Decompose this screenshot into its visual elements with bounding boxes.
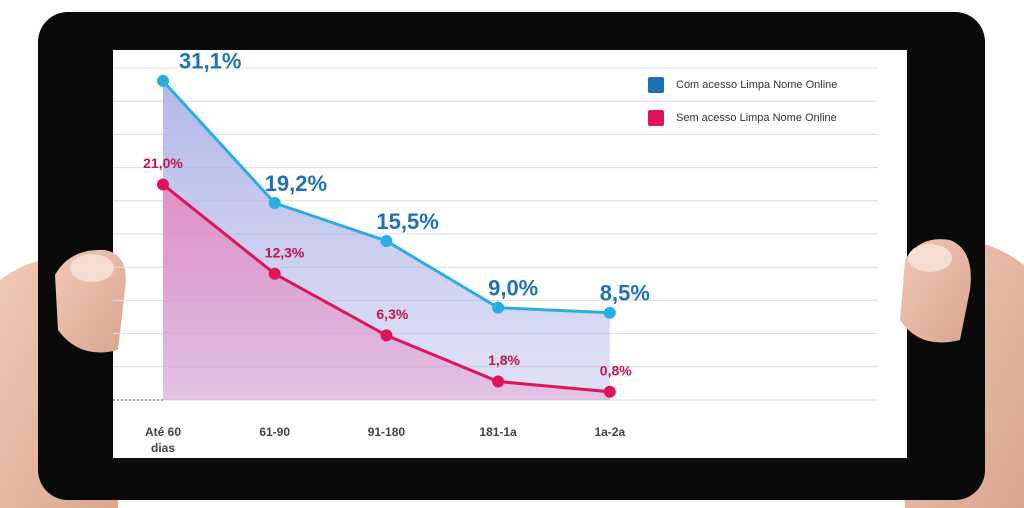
value-label: 19,2% (265, 171, 327, 196)
point (157, 74, 169, 87)
value-label: 15,5% (376, 209, 438, 234)
x-tick-label: 91-180 (367, 425, 406, 439)
legend-label: Sem acesso Limpa Nome Online (676, 112, 837, 124)
x-tick-label-box: 61-90 (259, 425, 291, 439)
x-tick-label: 1a-2a (594, 425, 626, 439)
legend-label: Com acesso Limpa Nome Online (676, 79, 837, 91)
value-label: 1,8% (488, 352, 520, 368)
plot: 31,1% 19,2% 15,5% 9,0% 8,5% 21,0% 12,3% 6,3% 1,8… (143, 49, 650, 400)
x-tick-label: Até 60 dias (144, 425, 182, 455)
point (268, 267, 281, 280)
point (380, 329, 393, 342)
point (492, 301, 505, 314)
x-tick-label: 61-90 (259, 425, 291, 439)
value-label: 12,3% (265, 245, 305, 261)
left-thumbnail (70, 254, 114, 282)
legend-swatch (648, 77, 664, 93)
point (380, 234, 393, 247)
x-tick-label-box: 91-180 (367, 425, 406, 439)
value-label: 9,0% (488, 275, 538, 300)
value-label: 21,0% (143, 155, 183, 171)
point (492, 375, 505, 388)
x-tick-label: 181-1a (479, 425, 517, 439)
value-label: 8,5% (600, 281, 650, 306)
value-label: 31,1% (179, 49, 241, 74)
point (157, 178, 169, 191)
x-tick-label-box: 1a-2a (594, 425, 626, 439)
area (163, 184, 610, 400)
legend-swatch (648, 110, 664, 126)
x-tick-label-box: 181-1a (479, 425, 517, 439)
point (268, 197, 281, 210)
right-thumbnail (908, 244, 952, 272)
point (603, 385, 616, 398)
x-tick-label-box: Até 60 dias (144, 425, 182, 455)
value-label: 6,3% (376, 306, 408, 322)
value-label: 0,8% (600, 362, 632, 378)
point (603, 306, 616, 319)
